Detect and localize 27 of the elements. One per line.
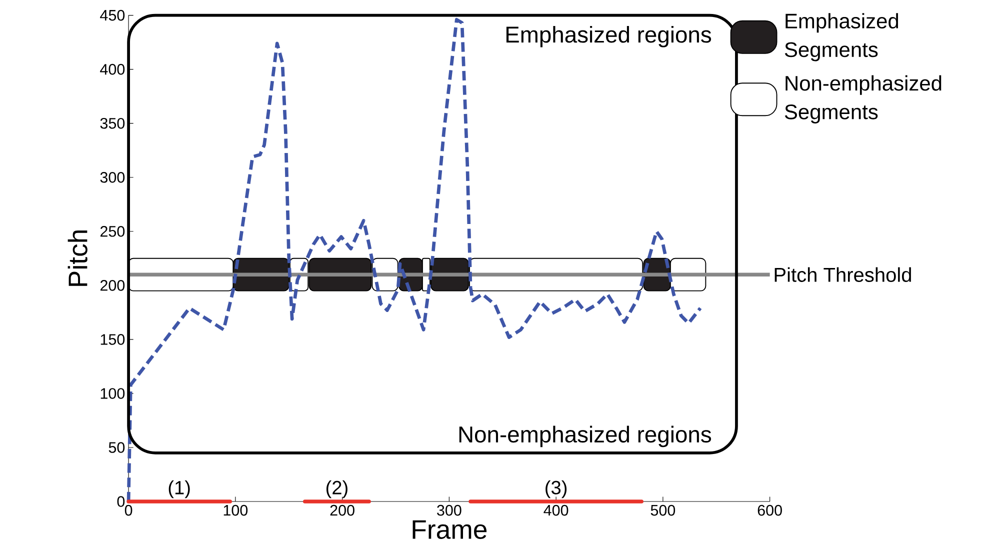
text: Non-emphasized Segments xyxy=(784,75,942,124)
annotation: (2) xyxy=(326,480,348,498)
x-tick-label: 600 xyxy=(758,504,782,516)
ref-line-label: Pitch Threshold xyxy=(774,267,911,282)
y-tick-label: 200 xyxy=(100,280,125,291)
annotation: (3) xyxy=(546,480,567,498)
y-tick-label: 350 xyxy=(100,118,125,129)
y-tick-label: 0 xyxy=(117,496,125,507)
y-tick-label: 50 xyxy=(108,442,125,453)
annotation: Non-emphasized regions xyxy=(459,426,712,448)
x-tick-label: 500 xyxy=(650,504,676,516)
annotation: Emphasized regions xyxy=(506,26,712,48)
y-tick-label: 250 xyxy=(100,226,125,237)
y-tick-label: 300 xyxy=(100,172,125,183)
x-tick-label: 400 xyxy=(544,504,568,516)
x-tick-label: 300 xyxy=(437,504,462,516)
x-tick-label: 100 xyxy=(224,504,248,516)
text: Emphasized Segments xyxy=(784,13,898,62)
x-tick-label: 200 xyxy=(330,504,354,516)
y-tick-label: 450 xyxy=(100,10,125,21)
y-tick-label: 150 xyxy=(100,334,125,345)
annotation: (1) xyxy=(168,480,190,498)
y-axis-title: Pitch xyxy=(68,230,88,286)
x-tick-label: 0 xyxy=(124,504,132,516)
y-tick-label: 400 xyxy=(100,64,125,75)
y-tick-label: 100 xyxy=(100,388,125,399)
x-axis-title: Frame xyxy=(412,520,487,539)
